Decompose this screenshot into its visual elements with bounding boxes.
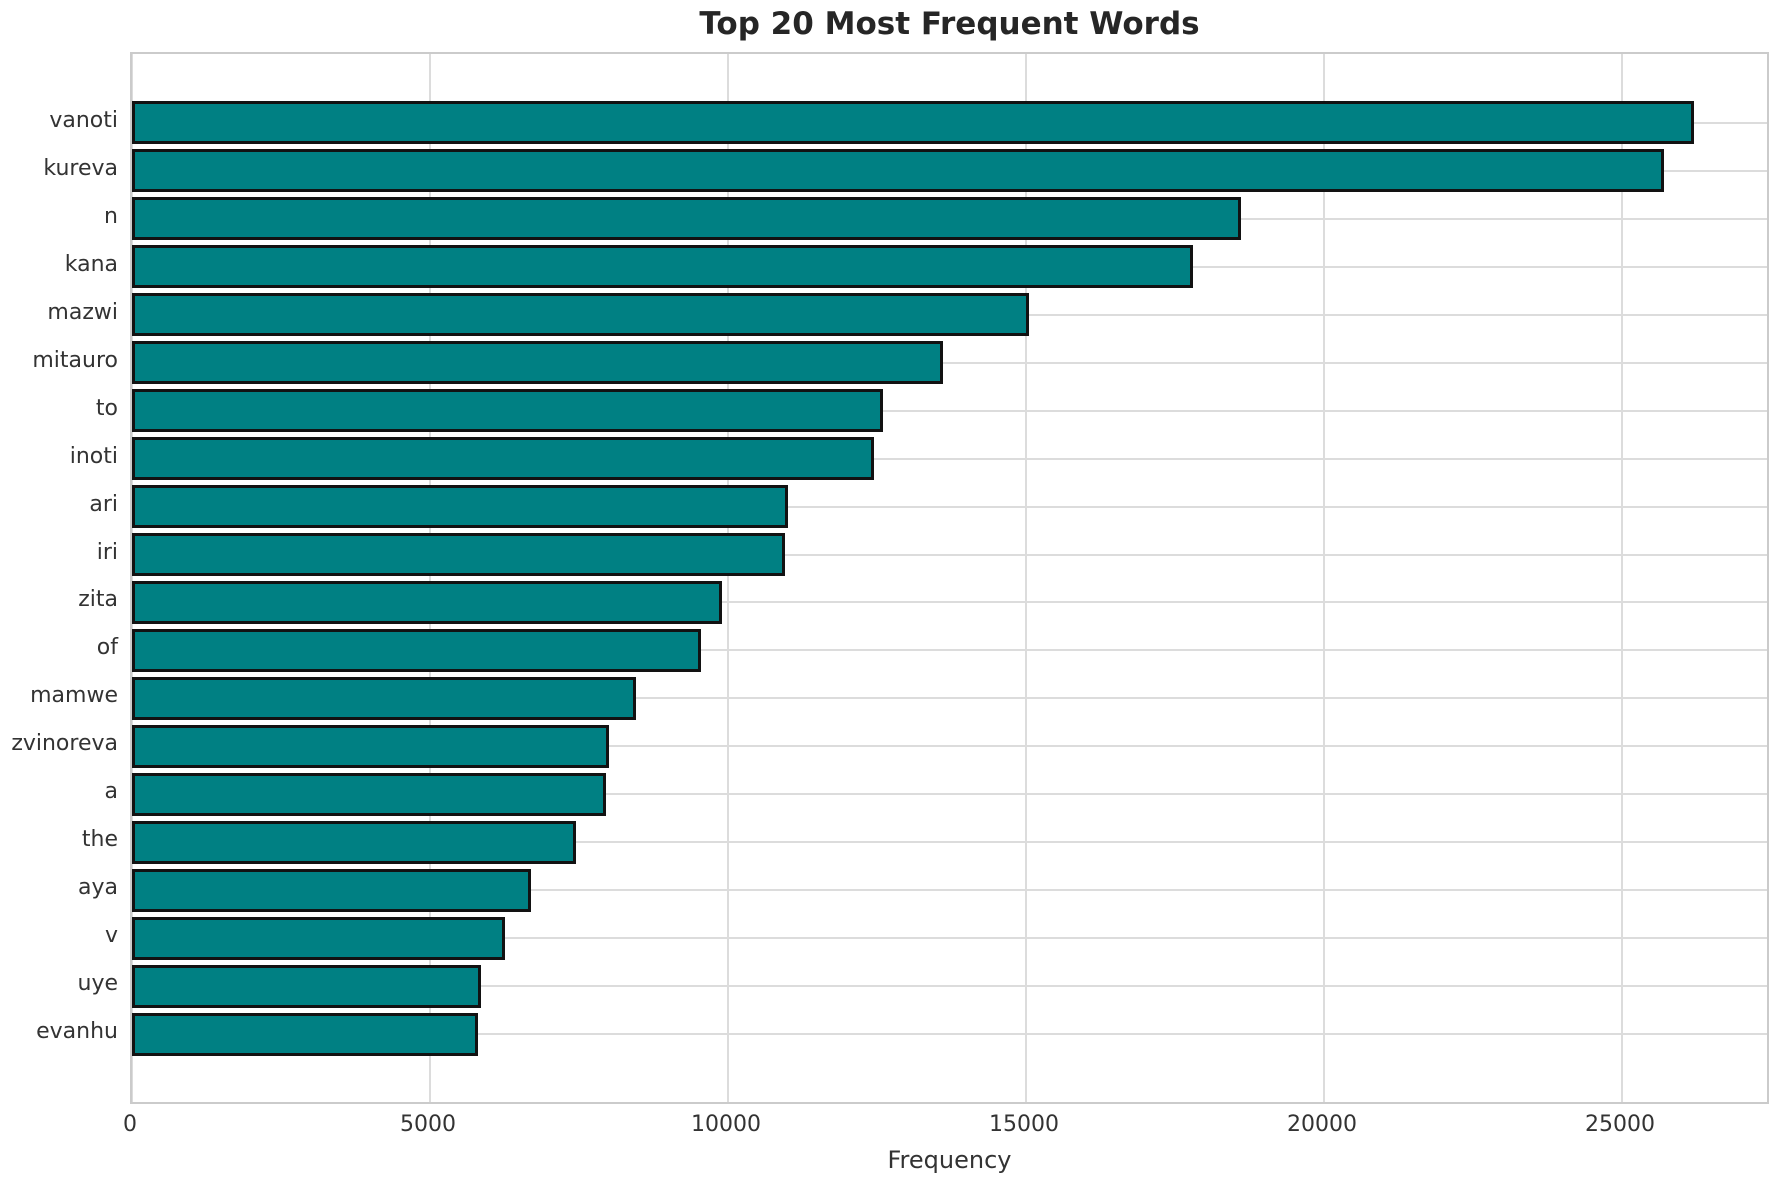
chart-title: Top 20 Most Frequent Words	[699, 6, 1200, 42]
horizontal-gridline	[132, 937, 1767, 940]
bar-iri	[132, 533, 785, 577]
bar-mamwe	[132, 676, 636, 720]
y-tick-label: mamwe	[30, 683, 118, 709]
horizontal-gridline	[132, 361, 1767, 364]
y-tick-label: a	[104, 779, 118, 805]
bar-mitauro	[132, 341, 943, 385]
bar-aya	[132, 868, 532, 912]
bar-kana	[132, 245, 1193, 289]
x-axis-title: Frequency	[887, 1146, 1012, 1174]
bar-vanoti	[132, 101, 1694, 145]
y-tick-label: uye	[77, 971, 119, 997]
x-tick-label: 0	[123, 1112, 137, 1137]
bar-ari	[132, 485, 788, 529]
horizontal-gridline	[132, 649, 1767, 652]
bar-v	[132, 916, 505, 960]
bar-evanhu	[132, 1012, 478, 1056]
vertical-gridline	[1025, 54, 1027, 1102]
y-tick-label: zita	[78, 587, 118, 613]
bar-a	[132, 772, 606, 816]
horizontal-gridline	[132, 745, 1767, 748]
y-tick-label: to	[95, 395, 118, 421]
plot-area	[130, 52, 1769, 1104]
bar-kureva	[132, 149, 1664, 193]
y-tick-label: zvinoreva	[11, 731, 118, 757]
horizontal-gridline	[132, 697, 1767, 700]
y-tick-label: kana	[64, 251, 118, 277]
x-tick-label: 25000	[1585, 1112, 1655, 1137]
x-tick-label: 20000	[1287, 1112, 1357, 1137]
vertical-gridline	[429, 54, 431, 1102]
horizontal-gridline	[132, 1033, 1767, 1036]
y-tick-label: aya	[78, 875, 118, 901]
x-tick-label: 10000	[691, 1112, 761, 1137]
horizontal-gridline	[132, 793, 1767, 796]
y-tick-label: ari	[89, 491, 118, 517]
bar-inoti	[132, 437, 875, 481]
y-tick-label: vanoti	[49, 107, 118, 133]
y-tick-label: mitauro	[32, 347, 118, 373]
vertical-gridline	[1323, 54, 1325, 1102]
bar-n	[132, 197, 1241, 241]
y-tick-label: v	[104, 923, 118, 949]
y-tick-label: of	[96, 635, 118, 661]
horizontal-gridline	[132, 889, 1767, 892]
x-tick-label: 15000	[989, 1112, 1059, 1137]
vertical-gridline	[1621, 54, 1623, 1102]
bar-to	[132, 389, 883, 433]
y-tick-label: evanhu	[36, 1019, 118, 1045]
y-tick-label: inoti	[69, 443, 118, 469]
bar-zvinoreva	[132, 724, 609, 768]
bar-of	[132, 628, 702, 672]
bar-uye	[132, 964, 481, 1008]
y-tick-label: the	[81, 827, 118, 853]
vertical-gridline	[727, 54, 729, 1102]
horizontal-gridline	[132, 601, 1767, 604]
bar-the	[132, 820, 577, 864]
x-tick-label: 5000	[400, 1112, 456, 1137]
y-tick-label: kureva	[43, 155, 118, 181]
y-tick-label: n	[104, 203, 118, 229]
horizontal-gridline	[132, 985, 1767, 988]
horizontal-gridline	[132, 553, 1767, 556]
bar-zita	[132, 580, 723, 624]
y-tick-label: iri	[96, 539, 118, 565]
horizontal-gridline	[132, 409, 1767, 412]
horizontal-gridline	[132, 841, 1767, 844]
horizontal-gridline	[132, 505, 1767, 508]
bar-mazwi	[132, 293, 1029, 337]
vertical-gridline	[132, 54, 133, 1102]
y-tick-label: mazwi	[47, 299, 118, 325]
horizontal-gridline	[132, 457, 1767, 460]
